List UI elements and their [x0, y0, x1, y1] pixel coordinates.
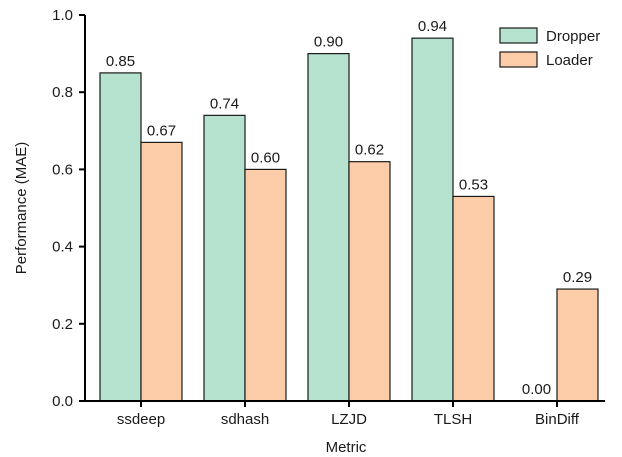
bars-group	[99, 37, 599, 402]
data-label-dropper-sdhash: 0.74	[210, 95, 239, 112]
data-labels-group: 0.85 0.67 0.74 0.60 0.90 0.62 0.94 0.53 0.00 0.29	[106, 18, 592, 398]
bar-loader-lzjd	[348, 161, 391, 402]
bar-dropper-ssdeep	[99, 72, 142, 402]
y-ticks-group: 0.0 0.2 0.4 0.6 0.8 1.0	[52, 7, 85, 410]
legend-label-dropper: Dropper	[546, 28, 600, 45]
axes-group	[84, 15, 605, 402]
data-label-loader-sdhash: 0.60	[251, 149, 280, 166]
data-label-loader-tlsh: 0.53	[459, 176, 488, 193]
bar-loader-tlsh	[452, 195, 495, 402]
legend: Dropper Loader	[499, 27, 600, 69]
legend-swatch-loader	[499, 51, 538, 68]
x-axis-title: Metric	[326, 439, 367, 456]
legend-swatch-dropper	[499, 27, 538, 44]
y-tick-label: 0.8	[52, 84, 73, 101]
bar-loader-bindiff	[556, 288, 599, 402]
data-label-dropper-tlsh: 0.94	[418, 18, 447, 35]
y-tick-label: 0.4	[52, 239, 73, 256]
y-tick-label: 0.2	[52, 316, 73, 333]
x-ticks-group: ssdeep sdhash LZJD TLSH BinDiff	[117, 401, 580, 428]
y-tick-label: 0.6	[52, 161, 73, 178]
x-tick-label: sdhash	[221, 411, 269, 428]
data-label-loader-ssdeep: 0.67	[147, 122, 176, 139]
x-tick-label: TLSH	[434, 411, 472, 428]
y-tick-label: 0.0	[52, 393, 73, 410]
data-label-dropper-ssdeep: 0.85	[106, 53, 135, 70]
x-tick-label: ssdeep	[117, 411, 165, 428]
y-axis-title: Performance (MAE)	[13, 142, 30, 275]
data-label-loader-lzjd: 0.62	[355, 142, 384, 159]
bar-dropper-sdhash	[203, 114, 246, 402]
data-label-dropper-bindiff: 0.00	[522, 381, 551, 398]
y-tick-label: 1.0	[52, 7, 73, 24]
x-tick-label: LZJD	[331, 411, 367, 428]
bar-loader-ssdeep	[140, 141, 183, 402]
x-tick-label: BinDiff	[535, 411, 580, 428]
data-label-loader-bindiff: 0.29	[563, 269, 592, 286]
bar-dropper-lzjd	[307, 52, 350, 402]
bar-dropper-tlsh	[411, 37, 454, 402]
data-label-dropper-lzjd: 0.90	[314, 34, 343, 51]
bar-loader-sdhash	[244, 168, 287, 402]
legend-label-loader: Loader	[546, 52, 593, 69]
